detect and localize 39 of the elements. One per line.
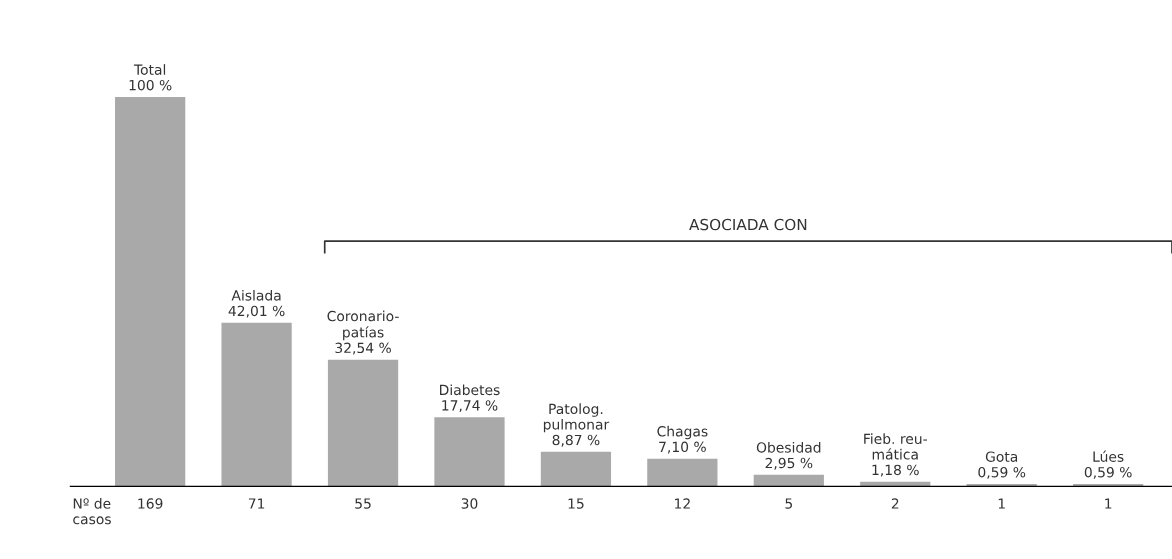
x-tick-label: Obesidad [756,441,821,453]
annotation: ASOCIADA CON [689,218,807,231]
text: 30 [461,498,478,509]
x-tick-label: Patolog. pulmonar [543,403,610,433]
data-label: 7,10 % [659,441,706,454]
text: 71 [248,498,265,509]
x-tick-label: Aislada [231,289,281,301]
text: 1 [1105,498,1112,509]
data-label: 0,59 % [978,466,1026,479]
data-label: 42,01 % [228,305,285,318]
bar [434,417,505,487]
x-tick-label: Total [133,64,166,75]
bar [753,474,824,487]
x-tick-label: Coronario- patías [327,310,399,341]
data-label: 2,95 % [765,457,813,470]
x-tick-label: Lúes [1093,450,1124,462]
text: 12 [675,498,690,509]
bar [115,97,186,487]
bar [647,458,718,487]
text: 2 [891,498,899,509]
data-label: 8,87 % [552,434,600,447]
x-tick-label: Fieb. reu- mática [864,433,927,460]
x-tick-label: Gota [985,451,1018,462]
data-label: 0,59 % [1084,466,1132,479]
bar [540,451,612,487]
data-label: 1,18 % [872,464,919,477]
data-label: 17,74 % [442,400,498,413]
bar [221,322,292,487]
bar [327,359,399,487]
text: 5 [785,498,793,509]
text: 1 [998,498,1005,509]
x-tick-label: Diabetes [440,384,500,396]
text: 169 [138,498,163,509]
text: Nº de casos [73,498,111,525]
text: 55 [355,498,371,509]
x-tick-label: Chagas [657,425,708,440]
data-label: 32,54 % [335,342,391,355]
text: 15 [568,498,584,509]
data-label: 100 % [129,79,172,91]
